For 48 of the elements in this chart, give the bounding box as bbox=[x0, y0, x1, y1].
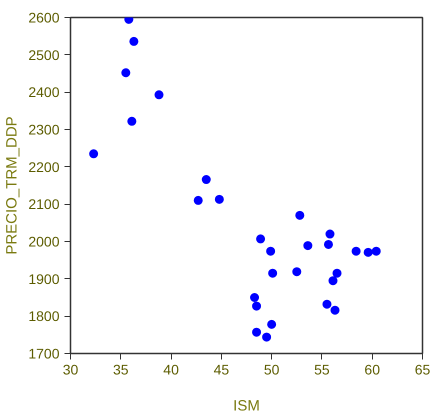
x-tick-label: 45 bbox=[214, 362, 230, 378]
x-axis-title: ISM bbox=[233, 398, 260, 414]
y-tick-label: 1700 bbox=[28, 346, 60, 362]
y-tick-label: 2400 bbox=[28, 84, 60, 100]
y-tick-label: 2200 bbox=[28, 158, 60, 175]
point bbox=[214, 194, 224, 204]
point bbox=[292, 267, 302, 276]
point bbox=[252, 302, 262, 311]
point bbox=[352, 246, 361, 256]
point bbox=[372, 246, 381, 256]
point bbox=[154, 90, 164, 100]
point bbox=[256, 234, 266, 244]
x-tick-label: 50 bbox=[264, 362, 280, 378]
point bbox=[332, 268, 342, 278]
y-axis-title: PRECIO_TRM_DDP bbox=[3, 116, 20, 255]
point bbox=[328, 276, 338, 286]
y-tick-label: 2500 bbox=[28, 46, 60, 63]
point bbox=[127, 116, 136, 126]
point bbox=[129, 36, 138, 46]
y-tick-label: 1900 bbox=[28, 270, 60, 287]
point bbox=[322, 300, 332, 309]
point bbox=[330, 306, 340, 315]
x-tick-label: 60 bbox=[364, 362, 380, 378]
y-tick-label: 2000 bbox=[28, 234, 60, 250]
x-tick-label: 35 bbox=[113, 362, 129, 378]
x-tick-label: 55 bbox=[314, 362, 330, 378]
point bbox=[121, 68, 130, 78]
x-tick-label: 65 bbox=[414, 362, 430, 378]
point bbox=[89, 149, 98, 158]
y-tick-label: 2100 bbox=[28, 196, 60, 212]
point bbox=[325, 230, 334, 239]
y-tick-label: 2600 bbox=[28, 10, 60, 26]
y-tick-label: 1800 bbox=[28, 308, 60, 324]
point bbox=[194, 196, 203, 205]
x-tick-label: 30 bbox=[62, 362, 78, 378]
point bbox=[324, 240, 333, 249]
x-tick-label: 40 bbox=[163, 362, 180, 378]
point bbox=[267, 320, 276, 329]
point bbox=[202, 175, 211, 184]
point bbox=[252, 328, 262, 337]
point bbox=[266, 246, 276, 256]
point bbox=[303, 241, 312, 250]
point bbox=[295, 210, 304, 220]
point bbox=[268, 268, 278, 278]
point bbox=[250, 293, 260, 302]
y-tick-label: 2300 bbox=[28, 122, 60, 138]
point bbox=[262, 332, 272, 342]
point bbox=[364, 248, 373, 257]
